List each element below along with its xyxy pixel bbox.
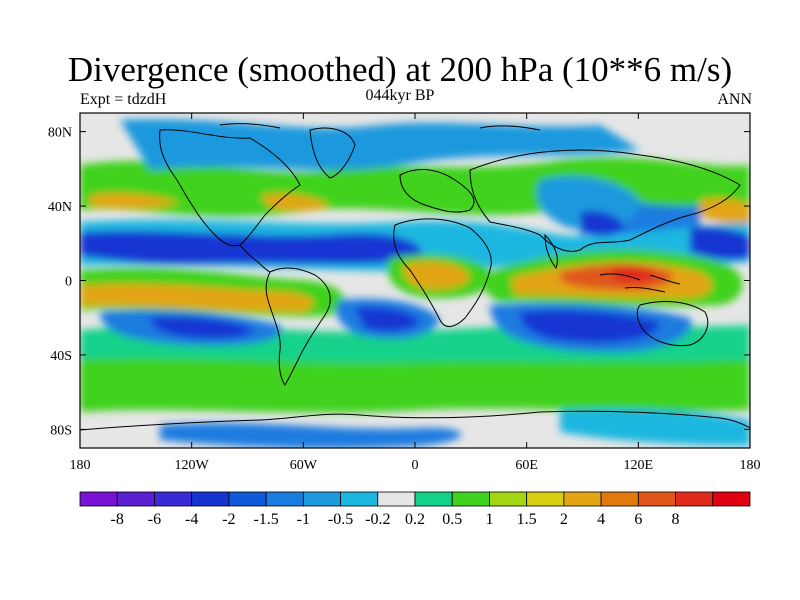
colorbar-label: 1.5 [517, 511, 537, 528]
x-tick-label: 180 [70, 458, 91, 473]
field-tropical-north-strong [80, 231, 422, 265]
colorbar-swatch [377, 491, 416, 507]
coast-arctic-islands [219, 123, 541, 131]
experiment-label: Expt = tdzdH [80, 91, 167, 108]
coast-antarctica [80, 410, 750, 431]
field-antarctic-blue [160, 423, 462, 448]
field-antarctic-blue-2 [560, 408, 750, 446]
colorbar-label: 1 [485, 511, 493, 528]
x-tick-label: 180 [740, 458, 761, 473]
page-title: Divergence (smoothed) at 200 hPa (10**6 … [67, 50, 733, 89]
coast-south-america [265, 267, 331, 386]
colorbar-label: 0.2 [405, 511, 425, 528]
coast-asia [469, 149, 741, 252]
colorbar-label: 0.5 [442, 511, 462, 528]
colorbar-swatch [637, 491, 676, 507]
season-label: ANN [717, 91, 752, 108]
y-tick-label: 80N [48, 126, 72, 141]
colorbar-label: 6 [634, 511, 642, 528]
field-indian-ocean-strong [520, 310, 660, 343]
colorbar-swatch [340, 491, 379, 507]
coast-central-america [239, 244, 271, 273]
x-tick-label: 60E [515, 458, 538, 473]
field-tropical-north-strong-2 [690, 226, 750, 260]
colorbar-swatch [116, 491, 155, 507]
colorbar-label: -0.2 [365, 511, 390, 528]
coast-europe [399, 169, 475, 213]
colorbar-swatch [154, 491, 193, 507]
colorbar-swatch [675, 491, 714, 507]
time-label: 044kyr BP [365, 87, 435, 104]
divergence-field [80, 113, 750, 448]
x-axis-ticks: 180 120W 60W 0 60E 120E 180 [70, 113, 761, 473]
y-tick-label: 0 [65, 275, 72, 290]
x-tick-label: 60W [290, 458, 318, 473]
colorbar-label: -2 [222, 511, 235, 528]
colorbar-swatch [712, 491, 751, 507]
colorbar-swatch [489, 491, 528, 507]
coastlines [80, 123, 750, 431]
colorbar-swatch [600, 491, 639, 507]
x-tick-label: 120E [624, 458, 654, 473]
coast-india [544, 233, 558, 270]
colorbar-label: 4 [597, 511, 605, 528]
field-east-pacific-orange [90, 192, 180, 209]
coast-africa [393, 218, 492, 327]
colorbar-swatch [79, 491, 118, 507]
colorbar-label: -1.5 [253, 511, 278, 528]
colorbar-swatch [563, 491, 602, 507]
colorbar: -8 -6 -4 -2 -1.5 -1 -0.5 -0.2 0.2 0.5 1 1.5 2 4 6 8 [79, 491, 751, 528]
field-north-pacific-orange [700, 197, 750, 224]
field-equatorial-orange [80, 283, 314, 312]
y-tick-label: 40S [50, 349, 72, 364]
colorbar-swatch [265, 491, 304, 507]
coast-north-america [159, 129, 301, 247]
colorbar-swatch [191, 491, 230, 507]
field-arctic-blue [120, 119, 640, 170]
coast-greenland [309, 127, 356, 179]
y-tick-label: 40N [48, 200, 72, 215]
field-asia-strong [580, 210, 625, 237]
x-tick-label: 120W [175, 458, 210, 473]
colorbar-label: -0.5 [328, 511, 353, 528]
field-maritime-continent-max [610, 264, 655, 283]
colorbar-label: 8 [672, 511, 680, 528]
field-south-atlantic-strong [355, 307, 420, 332]
colorbar-swatch [302, 491, 341, 507]
colorbar-label: -8 [111, 511, 124, 528]
colorbar-label: -4 [185, 511, 198, 528]
coast-australia [636, 300, 709, 347]
field-africa-orange [403, 261, 470, 290]
colorbar-swatch [526, 491, 565, 507]
colorbar-swatch [451, 491, 490, 507]
colorbar-swatch [228, 491, 267, 507]
colorbar-label: -1 [297, 511, 310, 528]
coast-indonesia [599, 273, 681, 293]
colorbar-label: -6 [148, 511, 161, 528]
field-north-atlantic-orange [260, 193, 330, 211]
y-tick-label: 80S [50, 423, 72, 438]
y-axis-ticks: 80N 40N 0 40S 80S [48, 126, 750, 438]
field-south-pacific-strong [150, 316, 255, 339]
x-tick-label: 0 [412, 458, 419, 473]
colorbar-swatch [414, 491, 453, 507]
colorbar-label: 2 [560, 511, 568, 528]
